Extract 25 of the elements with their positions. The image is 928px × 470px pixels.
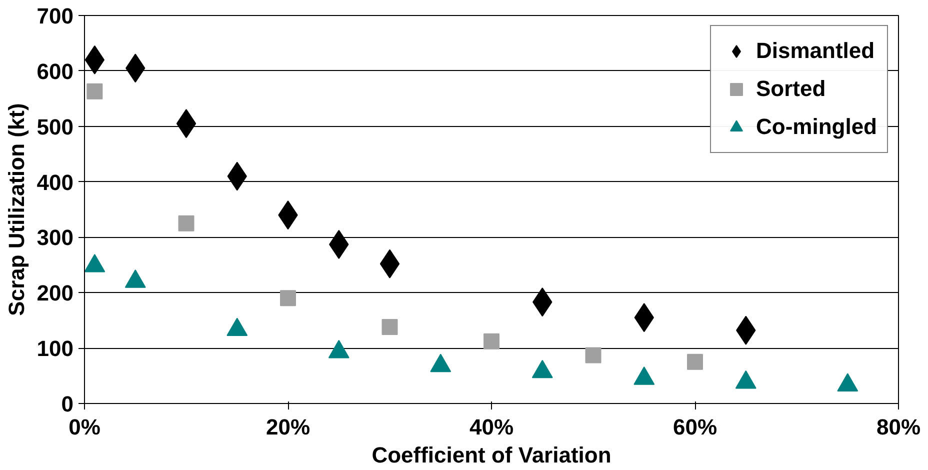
point (687, 354, 703, 370)
x-tick-label: 80% (876, 414, 921, 440)
point (382, 319, 398, 336)
y-tick-label: 200 (36, 280, 74, 306)
point (484, 333, 500, 350)
y-tick-label: 700 (36, 4, 74, 28)
legend-label: Sorted (756, 76, 826, 102)
x-tick-label: 0% (68, 414, 100, 440)
legend-label: Dismantled (756, 38, 875, 64)
y-tick-label: 0 (61, 392, 74, 416)
point (86, 83, 103, 100)
point (178, 215, 194, 232)
y-tick-label: 600 (36, 58, 74, 84)
x-axis-title: Coefficient of Variation (372, 442, 612, 468)
x-tick-label: 20% (266, 414, 310, 440)
y-tick-label: 500 (36, 114, 74, 140)
x-tick-label: 40% (469, 414, 514, 440)
x-tick-label: 60% (672, 414, 718, 440)
y-tick-label: 400 (36, 170, 74, 195)
legend-label: Co-mingled (756, 114, 877, 140)
y-axis-title: Scrap Utilization (kt) (4, 103, 29, 316)
y-tick-label: 100 (36, 336, 74, 362)
point (280, 290, 296, 306)
point (585, 347, 602, 364)
y-tick-label: 300 (36, 225, 74, 250)
